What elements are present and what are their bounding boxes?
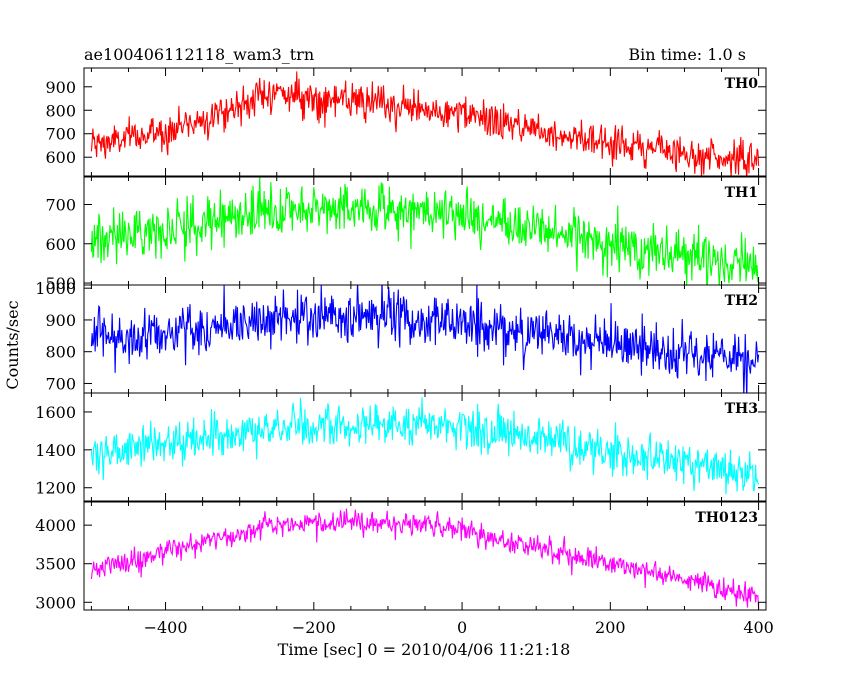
bin-time-label: Bin time: 1.0 s [628,45,746,64]
y-tick-label: 1600 [35,403,76,422]
y-tick-label: 800 [45,343,76,362]
panel-label-th2: TH2 [725,293,758,309]
x-tick-label: 400 [743,618,774,637]
series-line-th0123 [90,508,760,609]
y-tick-label: 700 [45,125,76,144]
y-tick-label: 3500 [35,555,76,574]
series-line-th3 [90,397,760,495]
panels-group: 600 700 800 900 TH0 500 600 700 TH1 700 800 900 1000… [35,67,774,637]
y-tick-label: 700 [45,374,76,393]
panel-label-th1: TH1 [725,185,758,201]
y-tick-label: 600 [45,148,76,167]
series-line-th0 [90,71,760,176]
panel-label-th0123: TH0123 [695,510,758,526]
y-tick-label: 800 [45,101,76,120]
y-tick-label: 4000 [35,516,76,535]
panel-frame [83,392,767,502]
y-axis-title: Counts/sec [3,300,22,389]
x-tick-label: 200 [595,618,626,637]
x-tick-label: −400 [144,618,188,637]
y-tick-label: 600 [45,235,76,254]
panel-label-th0: TH0 [725,76,759,92]
y-tick-label: 900 [45,78,76,97]
y-tick-label: 900 [45,311,76,330]
series-line-th2 [90,285,760,393]
x-tick-label: 0 [457,618,467,637]
y-tick-label: 1400 [35,441,76,460]
x-axis-title: Time [sec] 0 = 2010/04/06 11:21:18 [278,640,571,659]
y-tick-label: 3000 [35,593,76,612]
y-tick-label: 1200 [35,479,76,498]
y-tick-label: 1000 [35,279,76,298]
y-tick-label: 500 [45,274,76,293]
chart-title: ae100406112118_wam3_trn [84,45,314,64]
series-line-th1 [90,177,760,285]
panel-label-th3: TH3 [725,401,758,417]
x-tick-label: −200 [292,618,336,637]
y-tick-label: 700 [45,195,76,214]
